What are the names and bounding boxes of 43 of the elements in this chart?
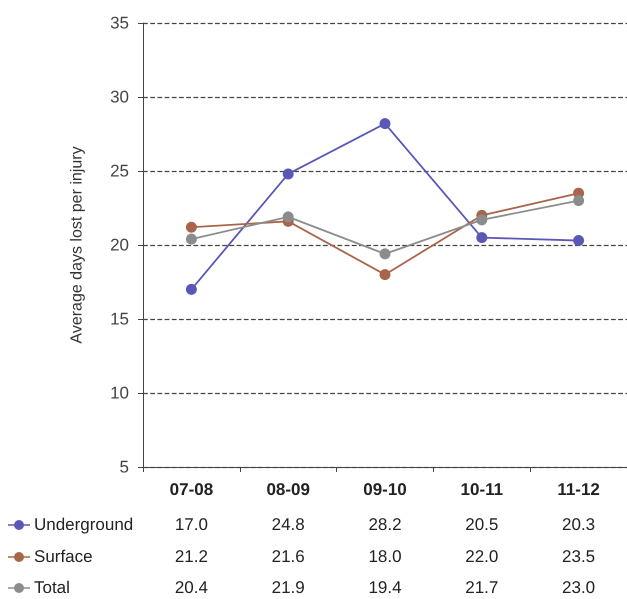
data-label: 20.5 [465, 515, 498, 535]
data-label: 23.0 [562, 578, 596, 598]
point [476, 232, 488, 244]
point [186, 284, 197, 295]
data-label: 17.0 [174, 515, 208, 535]
y-tick-label: 35 [110, 14, 129, 32]
point [282, 168, 294, 180]
data-label: 20.3 [562, 515, 596, 535]
y-tick-label: 20 [110, 236, 129, 254]
legend-label: Underground [34, 515, 134, 535]
data-label: 22.0 [465, 547, 498, 567]
x-tick-label: 11-12 [557, 480, 600, 499]
data-label: 19.4 [368, 578, 402, 598]
legend-label: Total [34, 578, 70, 598]
legend-label: Surface [34, 547, 93, 567]
point [380, 269, 390, 280]
point [282, 211, 294, 222]
data-label: 28.2 [368, 515, 402, 535]
data-label: 21.6 [272, 547, 305, 567]
y-tick-label: 5 [120, 458, 129, 476]
y-tick-label: 10 [110, 384, 129, 402]
x-tick-label: 09-10 [363, 480, 407, 499]
data-label: 18.0 [368, 547, 402, 567]
data-label: 24.8 [272, 515, 305, 535]
point [573, 235, 584, 246]
data-label: 21.7 [465, 578, 498, 598]
point [186, 234, 197, 245]
point [186, 222, 197, 233]
point [573, 195, 584, 206]
x-tick-label: 08-09 [266, 480, 310, 499]
data-label: 21.2 [174, 547, 208, 567]
point [380, 118, 390, 130]
y-tick-label: 15 [110, 310, 129, 328]
y-axis-title: Average days lost per injury [68, 146, 86, 344]
x-tick-label: 07-08 [170, 480, 214, 499]
data-label: 23.5 [562, 547, 596, 567]
point [380, 248, 390, 260]
data-label: 21.9 [272, 578, 305, 598]
data-label: 20.4 [174, 578, 208, 598]
y-tick-label: 30 [110, 88, 129, 106]
point [476, 214, 488, 226]
x-tick-label: 10-11 [460, 480, 504, 499]
y-tick-label: 25 [110, 162, 129, 180]
